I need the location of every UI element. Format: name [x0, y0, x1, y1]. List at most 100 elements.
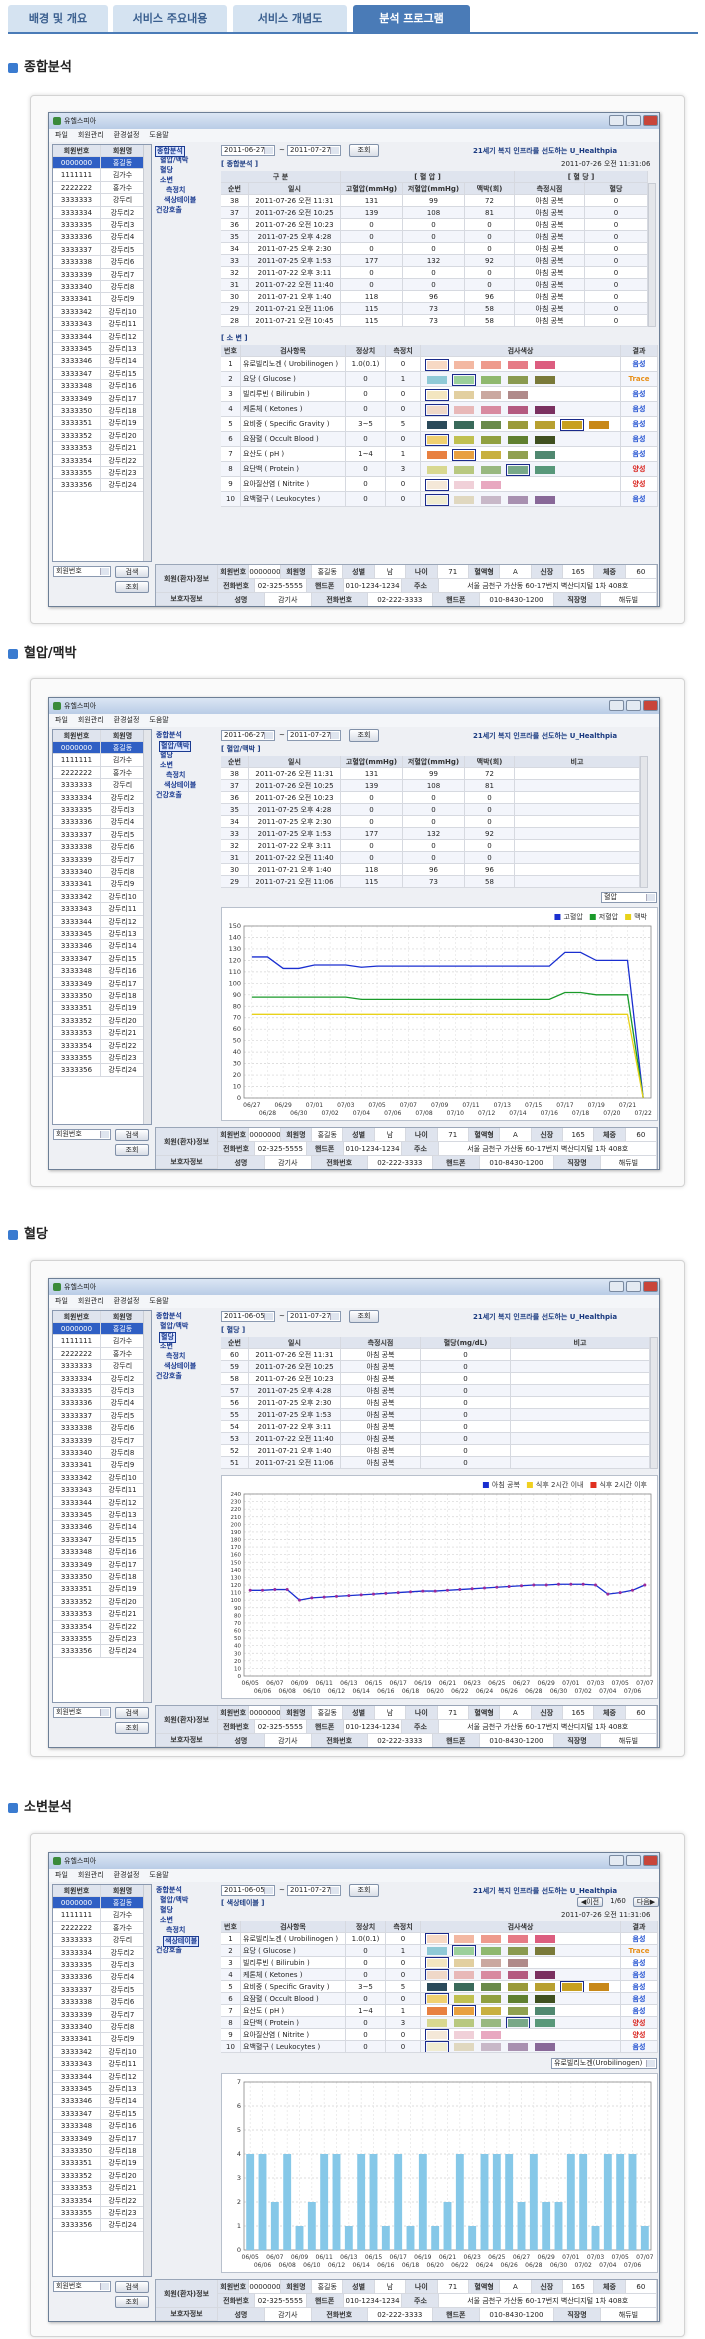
member-row[interactable]: 3333341 강두리9 — [53, 2033, 145, 2046]
tree-item[interactable]: 혈당 — [160, 751, 173, 759]
member-row[interactable]: 3333352 강두리20 — [53, 2169, 145, 2183]
tree-item[interactable]: 소변 — [160, 176, 173, 184]
tab[interactable]: 배경 및 개요 — [8, 5, 108, 32]
member-row[interactable]: 3333337 강두리5 — [53, 828, 145, 842]
member-row[interactable]: 1111111 김가수 — [53, 754, 145, 767]
member-row[interactable]: 3333354 강두리22 — [53, 1620, 145, 1633]
member-row[interactable]: 0000000 홍길동 — [53, 1897, 145, 1910]
member-row[interactable]: 3333349 강두리17 — [53, 2132, 145, 2145]
member-row[interactable]: 3333347 강두리15 — [53, 952, 145, 966]
member-row[interactable]: 3333354 강두리22 — [53, 2194, 145, 2207]
member-row[interactable]: 3333344 강두리12 — [53, 2070, 145, 2083]
date-to[interactable]: 2011-07-27 — [287, 145, 341, 156]
member-row[interactable]: 0000000 홍길동 — [53, 1323, 145, 1336]
menu-item[interactable]: 파일 — [55, 131, 68, 139]
member-row[interactable]: 3333353 강두리21 — [53, 1027, 145, 1040]
member-row[interactable]: 3333343 강두리11 — [53, 903, 145, 916]
member-row[interactable]: 3333341 강두리9 — [53, 1459, 145, 1472]
menu-item[interactable]: 환경설정 — [113, 716, 140, 724]
member-row[interactable]: 1111111 김가수 — [53, 169, 145, 182]
member-row[interactable]: 3333334 강두리2 — [53, 1372, 145, 1385]
member-row[interactable]: 3333333 강두리 — [53, 1934, 145, 1947]
member-row[interactable]: 3333341 강두리9 — [53, 293, 145, 306]
window-button[interactable] — [643, 700, 658, 711]
member-row[interactable]: 3333349 강두리17 — [53, 1558, 145, 1571]
search-button[interactable]: 검색 — [115, 2281, 149, 2293]
member-row[interactable]: 3333346 강두리14 — [53, 2095, 145, 2108]
window-button[interactable] — [643, 1855, 658, 1866]
select-box[interactable]: 유로빌리노겐(Urobilinogen) — [551, 2058, 657, 2069]
tree-item[interactable]: 혈압/맥박 — [159, 741, 192, 752]
member-row[interactable]: 3333354 강두리22 — [53, 454, 145, 467]
member-row[interactable]: 3333333 강두리 — [53, 194, 145, 207]
date-from[interactable]: 2011-06-05 — [221, 1311, 275, 1322]
member-row[interactable]: 3333355 강두리23 — [53, 1633, 145, 1646]
query-button[interactable]: 조회 — [349, 729, 379, 742]
query-button[interactable]: 조회 — [115, 581, 149, 593]
member-row[interactable]: 3333343 강두리11 — [53, 2058, 145, 2071]
member-row[interactable]: 3333350 강두리18 — [53, 1571, 145, 1584]
tree-item[interactable]: 측정치 — [166, 186, 186, 194]
tree-item[interactable]: 종합분석 — [155, 146, 185, 157]
window-button[interactable] — [609, 700, 624, 711]
member-row[interactable]: 3333342 강두리10 — [53, 1471, 145, 1485]
member-row[interactable]: 3333346 강두리14 — [53, 1521, 145, 1534]
member-row[interactable]: 3333346 강두리14 — [53, 355, 145, 368]
member-row[interactable]: 3333353 강두리21 — [53, 2182, 145, 2195]
menu-item[interactable]: 회원관리 — [77, 131, 104, 139]
date-to[interactable]: 2011-07-27 — [287, 730, 341, 741]
tree-item[interactable]: 혈압/맥박 — [160, 156, 189, 164]
tree-item[interactable]: 혈당 — [159, 1332, 176, 1343]
member-row[interactable]: 3333353 강두리21 — [53, 442, 145, 455]
tree-item[interactable]: 건강호출 — [156, 206, 182, 214]
member-row[interactable]: 3333345 강두리13 — [53, 2083, 145, 2096]
member-row[interactable]: 3333333 강두리 — [53, 779, 145, 792]
menu-item[interactable]: 파일 — [55, 1871, 68, 1879]
member-row[interactable]: 0000000 홍길동 — [53, 157, 145, 170]
member-row[interactable]: 3333340 강두리8 — [53, 1447, 145, 1460]
menu-item[interactable]: 도움말 — [149, 716, 169, 724]
member-row[interactable]: 3333334 강두리2 — [53, 791, 145, 804]
tree-item[interactable]: 혈압/맥박 — [160, 1896, 189, 1904]
member-row[interactable]: 3333354 강두리22 — [53, 1039, 145, 1052]
member-row[interactable]: 0000000 홍길동 — [53, 742, 145, 755]
menu-item[interactable]: 환경설정 — [113, 1871, 140, 1879]
member-row[interactable]: 3333347 강두리15 — [53, 1533, 145, 1547]
search-button[interactable]: 검색 — [115, 1707, 149, 1719]
tree-item[interactable]: 혈당 — [160, 1906, 173, 1914]
member-row[interactable]: 3333341 강두리9 — [53, 878, 145, 891]
menu-item[interactable]: 회원관리 — [77, 1871, 104, 1879]
menu-item[interactable]: 도움말 — [149, 1297, 169, 1305]
member-row[interactable]: 3333355 강두리23 — [53, 1052, 145, 1065]
tree-item[interactable]: 소변 — [160, 761, 173, 769]
member-row[interactable]: 2222222 홍가수 — [53, 1347, 145, 1361]
date-to[interactable]: 2011-07-27 — [287, 1311, 341, 1322]
tab[interactable]: 분석 프로그램 — [353, 5, 470, 32]
date-from[interactable]: 2011-06-27 — [221, 145, 275, 156]
member-row[interactable]: 3333356 강두리24 — [53, 479, 145, 492]
member-row[interactable]: 3333336 강두리4 — [53, 1397, 145, 1410]
window-button[interactable] — [626, 1855, 641, 1866]
member-row[interactable]: 1111111 김가수 — [53, 1909, 145, 1922]
search-button[interactable]: 검색 — [115, 566, 149, 578]
select-box[interactable]: 회원번호 — [53, 566, 111, 577]
member-row[interactable]: 3333338 강두리6 — [53, 1996, 145, 2009]
member-row[interactable]: 3333338 강두리6 — [53, 841, 145, 854]
tree-item[interactable]: 색상테이블 — [164, 196, 197, 204]
menu-item[interactable]: 환경설정 — [113, 131, 140, 139]
query-button[interactable]: 조회 — [349, 1884, 379, 1897]
member-row[interactable]: 3333351 강두리19 — [53, 2157, 145, 2170]
window-button[interactable] — [626, 1281, 641, 1292]
member-row[interactable]: 3333340 강두리8 — [53, 2021, 145, 2034]
member-row[interactable]: 3333340 강두리8 — [53, 866, 145, 879]
window-button[interactable] — [609, 1281, 624, 1292]
query-button[interactable]: 조회 — [115, 1722, 149, 1734]
member-row[interactable]: 3333348 강두리16 — [53, 380, 145, 393]
date-to[interactable]: 2011-07-27 — [287, 1885, 341, 1896]
member-row[interactable]: 3333335 강두리3 — [53, 1959, 145, 1972]
member-row[interactable]: 2222222 홍가수 — [53, 766, 145, 780]
member-row[interactable]: 3333340 강두리8 — [53, 281, 145, 294]
member-row[interactable]: 3333349 강두리17 — [53, 392, 145, 405]
tree-item[interactable]: 측정치 — [166, 1352, 186, 1360]
member-row[interactable]: 3333336 강두리4 — [53, 816, 145, 829]
